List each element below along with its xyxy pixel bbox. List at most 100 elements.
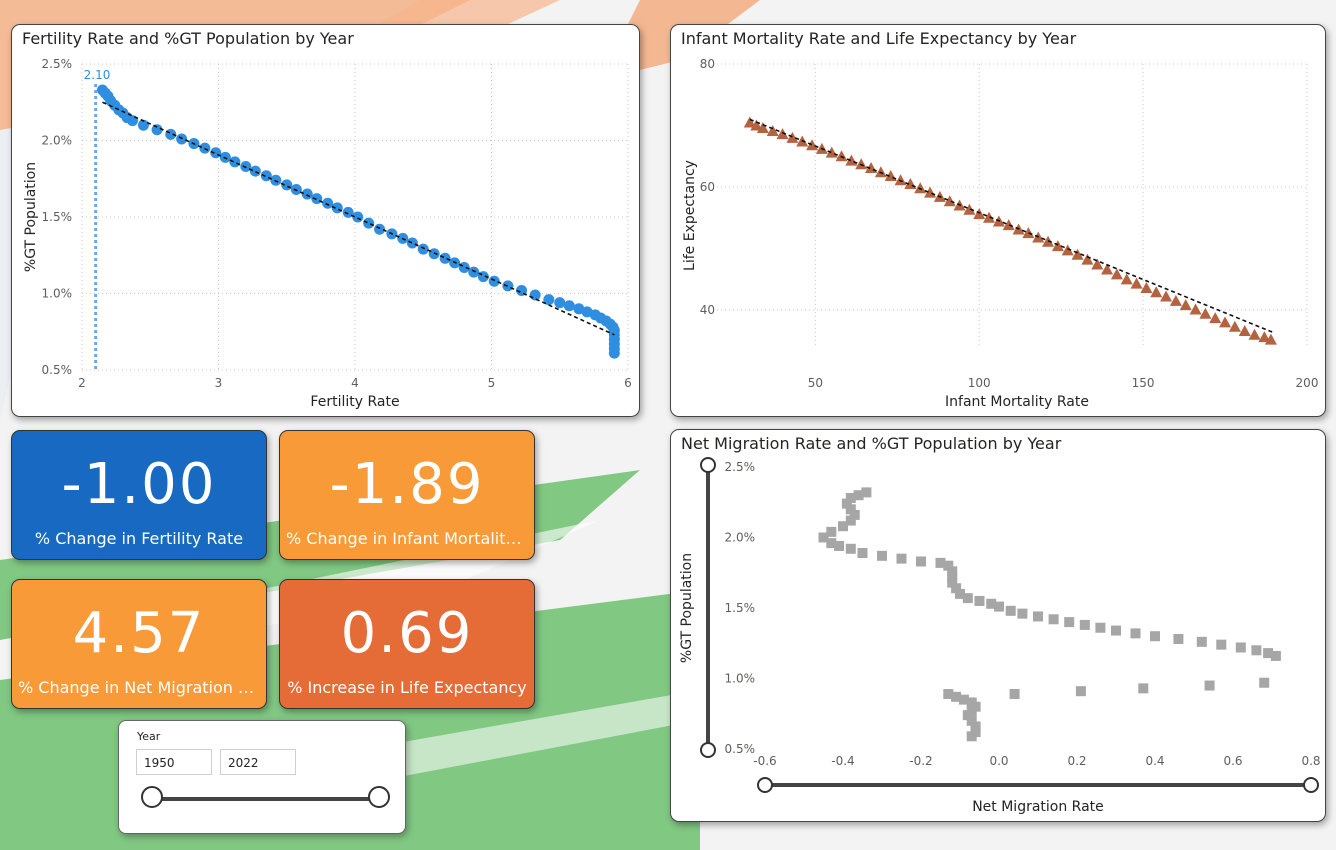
data-point	[951, 691, 962, 702]
migration-chart[interactable]: -0.6 -0.4 -0.2 0.0 0.2 0.4 0.6 0.8 0.5% 1.0% 1.5% 2…	[671, 430, 1325, 821]
data-point	[986, 598, 997, 609]
data-point	[994, 601, 1004, 612]
data-point	[947, 566, 958, 577]
kpi-label: % Change in Fertility Rate	[34, 529, 244, 548]
data-point	[861, 487, 872, 498]
reference-line-label: 2.10	[84, 68, 111, 82]
data-point	[826, 538, 837, 549]
kpi-card-net-migration[interactable]: 4.57 % Change in Net Migration Ra...	[11, 579, 267, 709]
x-axis-label: Fertility Rate	[310, 394, 399, 410]
trend-line	[749, 118, 1275, 334]
data-point	[935, 557, 946, 568]
year-slider-end-handle[interactable]	[368, 786, 390, 808]
kpi-card-infant-mortality[interactable]: -1.89 % Change in Infant Mortality ...	[279, 430, 535, 560]
data-point	[1270, 650, 1281, 661]
x-axis-label: Infant Mortality Rate	[945, 394, 1089, 410]
data-point	[1095, 622, 1106, 633]
data-point	[970, 721, 981, 732]
data-point	[1033, 611, 1043, 622]
data-point	[943, 195, 956, 207]
data-point	[1189, 303, 1202, 315]
data-point	[468, 266, 480, 278]
year-slicer-title: Year	[137, 730, 161, 743]
data-point	[439, 252, 451, 264]
kpi-card-fertility[interactable]: -1.00 % Change in Fertility Rate	[11, 430, 267, 560]
y-tick-label: 80	[700, 57, 715, 71]
data-point	[966, 715, 977, 726]
data-point	[1130, 628, 1141, 639]
data-point	[608, 347, 620, 359]
mortality-chart-title: Infant Mortality Rate and Life Expectanc…	[681, 29, 1077, 48]
y-range-slider-bottom-handle	[700, 742, 716, 758]
data-point	[1150, 286, 1163, 298]
data-point	[1150, 631, 1160, 642]
data-point	[874, 166, 887, 178]
x-tick-label: 0.8	[1301, 754, 1320, 768]
year-slicer[interactable]: Year 1950 2022	[118, 720, 406, 834]
fertility-chart-panel[interactable]: Fertility Rate and %GT Population by Yea…	[11, 24, 640, 417]
y-tick-label: 1.5%	[42, 210, 73, 224]
data-point	[1173, 634, 1184, 645]
data-point	[962, 593, 973, 604]
data-point	[1235, 642, 1246, 653]
y-tick-label: 1.5%	[725, 601, 756, 615]
x-range-slider-left-handle	[757, 777, 773, 793]
kpi-card-life-expectancy[interactable]: 0.69 % Increase in Life Expectancy	[279, 579, 535, 709]
year-slider-track[interactable]	[153, 797, 379, 801]
data-point	[1248, 328, 1261, 340]
data-point	[1071, 248, 1084, 260]
mortality-chart[interactable]: 50 100 150 200 40 60 80 Infant Mortality Rate Li…	[671, 25, 1325, 416]
migration-chart-panel[interactable]: Net Migration Rate and %GT Population by…	[670, 429, 1326, 822]
x-tick-label: 150	[1132, 376, 1155, 390]
data-point	[554, 297, 566, 309]
fertility-chart[interactable]: 2 3 4 5 6 0.5% 1.0% 1.5% 2.0% 2.5% Fertility Rate%…	[12, 25, 639, 416]
data-point	[855, 158, 868, 170]
mortality-chart-panel[interactable]: Infant Mortality Rate and Life Expectanc…	[670, 24, 1326, 417]
data-point	[1179, 299, 1192, 311]
data-point	[137, 119, 149, 131]
data-point	[1079, 619, 1090, 630]
data-point	[249, 165, 261, 177]
data-point	[1263, 648, 1274, 659]
data-point	[417, 243, 429, 255]
data-point	[756, 121, 769, 133]
year-end-input[interactable]: 2022	[220, 749, 296, 775]
data-point	[834, 540, 845, 551]
year-slider-start-handle[interactable]	[141, 786, 163, 808]
data-point	[1130, 277, 1143, 289]
kpi-label: % Increase in Life Expectancy	[287, 678, 527, 697]
data-point	[229, 156, 241, 168]
x-tick-label: -0.4	[831, 754, 854, 768]
data-point	[766, 125, 779, 137]
x-tick-label: 0.2	[1067, 754, 1086, 768]
data-point	[1204, 680, 1215, 691]
data-point	[962, 710, 973, 721]
data-point	[1219, 316, 1232, 328]
x-tick-label: -0.2	[909, 754, 932, 768]
data-point	[845, 504, 856, 515]
x-tick-label: 50	[808, 376, 823, 390]
x-tick-label: 6	[624, 376, 632, 390]
data-point	[845, 493, 856, 504]
y-axis-label: %GT Population	[23, 162, 39, 272]
x-tick-label: 0.4	[1145, 754, 1164, 768]
x-tick-label: 0.0	[989, 754, 1008, 768]
data-point	[1199, 307, 1212, 319]
fertility-chart-title: Fertility Rate and %GT Population by Yea…	[22, 29, 354, 48]
data-point	[1017, 608, 1028, 619]
data-point	[1075, 686, 1086, 697]
data-point	[151, 124, 163, 136]
year-start-input[interactable]: 1950	[136, 749, 212, 775]
data-point	[849, 509, 860, 520]
kpi-value: -1.89	[329, 452, 485, 517]
data-point	[363, 217, 375, 229]
data-point	[1216, 639, 1227, 650]
x-tick-label: 3	[215, 376, 223, 390]
data-point	[955, 588, 965, 599]
data-point	[1259, 677, 1270, 688]
data-point	[806, 139, 819, 151]
data-point	[1091, 258, 1104, 270]
data-point	[1228, 320, 1241, 332]
data-point	[1140, 281, 1153, 293]
data-point	[1005, 605, 1016, 616]
